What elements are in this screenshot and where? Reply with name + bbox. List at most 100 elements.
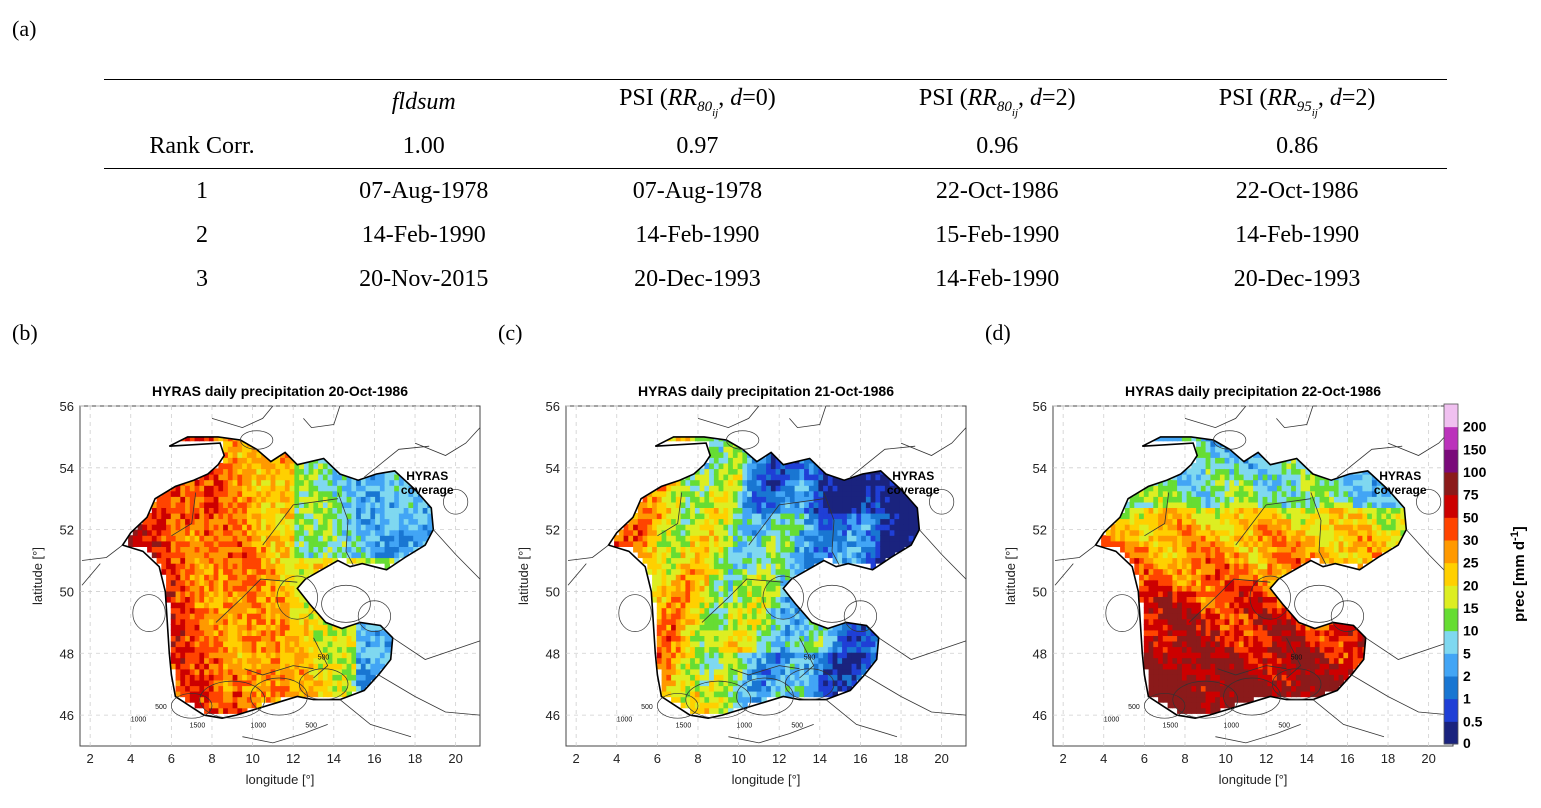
precip-cell: [227, 585, 234, 592]
precip-cell: [813, 524, 819, 531]
precip-cell: [1210, 702, 1216, 709]
precip-cell: [379, 512, 386, 520]
precip-cell: [337, 529, 343, 536]
precip-cell: [280, 479, 286, 486]
precip-cell: [1215, 624, 1221, 631]
precip-cell: [789, 496, 796, 503]
precip-cell: [303, 668, 310, 675]
precip-cell: [742, 674, 748, 681]
precip-cell: [318, 557, 324, 564]
precip-cell: [232, 657, 238, 664]
precip-cell: [656, 501, 663, 508]
precip-cell: [775, 646, 781, 653]
precip-cell: [1158, 518, 1164, 525]
precip-cell: [1205, 507, 1211, 514]
precip-cell: [1200, 518, 1207, 525]
precip-cell: [1181, 524, 1188, 531]
precip-cell: [785, 546, 791, 553]
precip-cell: [694, 546, 701, 553]
precip-cell: [642, 529, 648, 536]
precip-cell: [185, 590, 191, 597]
precip-cell: [218, 551, 224, 559]
precip-cell: [1172, 602, 1178, 609]
x-tick-label: 18: [894, 751, 908, 766]
precip-cell: [690, 563, 696, 570]
precip-cell: [251, 485, 257, 492]
precip-cell: [747, 635, 753, 642]
precip-cell: [417, 540, 424, 547]
precip-cell: [356, 518, 362, 525]
precip-cell: [842, 507, 848, 514]
precip-cell: [284, 679, 291, 687]
precip-cell: [747, 663, 753, 670]
precip-cell: [794, 490, 800, 497]
precip-cell: [656, 618, 663, 625]
precip-cell: [261, 624, 267, 631]
precip-cell: [732, 585, 739, 592]
precip-cell: [294, 691, 300, 698]
precip-cell: [751, 574, 758, 581]
precip-cell: [398, 524, 405, 531]
precip-cell: [1181, 529, 1188, 536]
precip-cell: [389, 479, 395, 486]
precip-cell: [747, 557, 753, 564]
precip-cell: [360, 529, 367, 536]
precip-cell: [246, 663, 253, 670]
precip-cell: [1186, 674, 1192, 681]
precip-cell: [713, 568, 720, 575]
precip-cell: [1196, 646, 1202, 653]
precip-cell: [1177, 696, 1183, 703]
precip-cell: [1139, 518, 1145, 525]
precip-cell: [685, 668, 691, 675]
precip-cell: [360, 535, 367, 542]
precip-cell: [889, 501, 896, 508]
precip-cell: [894, 507, 900, 514]
precip-cell: [737, 512, 743, 520]
precip-cell: [303, 529, 310, 536]
precip-cell: [1162, 640, 1169, 648]
precip-cell: [1167, 574, 1173, 581]
precip-cell: [1153, 646, 1159, 653]
precip-cell: [804, 652, 810, 659]
precip-cell: [671, 574, 677, 581]
precip-cell: [1200, 485, 1207, 492]
coastline: [697, 405, 760, 429]
precip-cell: [751, 479, 758, 486]
precip-cell: [289, 618, 295, 625]
precip-cell: [194, 585, 200, 592]
precip-cell: [280, 540, 286, 547]
precip-cell: [1120, 512, 1126, 520]
precip-cell: [1148, 629, 1154, 636]
precip-cell: [704, 479, 710, 486]
precip-cell: [227, 512, 234, 520]
precip-cell: [251, 640, 257, 648]
precip-cell: [170, 579, 177, 586]
precip-cell: [880, 529, 886, 536]
precip-cell: [199, 496, 205, 503]
precip-cell: [794, 518, 800, 525]
precip-cell: [294, 479, 300, 486]
precip-cell: [313, 462, 319, 470]
precip-cell: [170, 540, 177, 547]
precip-cell: [299, 668, 305, 675]
precip-cell: [846, 535, 853, 542]
precip-cell: [1177, 496, 1183, 503]
precip-cell: [308, 551, 314, 559]
precip-cell: [751, 529, 758, 536]
precip-cell: [1120, 529, 1126, 536]
precip-cell: [723, 696, 729, 703]
precip-cell: [208, 479, 215, 486]
precip-cell: [265, 663, 272, 670]
precip-cell: [398, 507, 405, 514]
precip-cell: [318, 490, 324, 497]
precip-cell: [237, 635, 243, 642]
precip-cell: [875, 557, 881, 564]
precip-cell: [227, 702, 234, 709]
precip-cell: [303, 462, 310, 470]
precip-cell: [303, 624, 310, 631]
precip-cell: [637, 529, 644, 536]
precip-cell: [766, 635, 772, 642]
precip-cell: [360, 640, 367, 648]
precip-cell: [732, 474, 739, 481]
precip-cell: [189, 557, 196, 564]
